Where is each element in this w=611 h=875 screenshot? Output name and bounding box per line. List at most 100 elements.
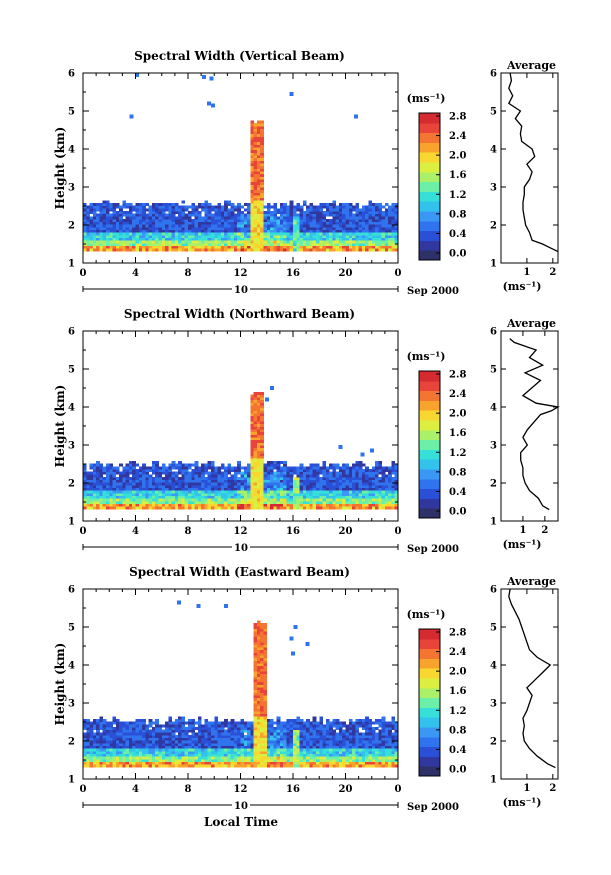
heatmap-cell (138, 479, 143, 483)
heatmap-cell (204, 503, 209, 507)
heatmap-cell (342, 218, 346, 222)
heatmap-cell (194, 210, 199, 214)
heatmap-cell (204, 203, 209, 207)
heatmap-cell (260, 703, 264, 707)
heatmap-cell (184, 503, 189, 507)
heatmap-cell (368, 500, 373, 504)
heatmap-cell (319, 471, 323, 475)
heatmap-cell (253, 184, 258, 188)
heatmap-cell (158, 734, 163, 738)
heatmap-cell (243, 224, 248, 228)
heatmap-cell (391, 506, 396, 510)
heatmap-cell (355, 463, 359, 467)
heatmap-cell (348, 492, 353, 496)
heatmap-cell (253, 203, 258, 207)
heatmap-cell (96, 756, 100, 760)
heatmap-cell (227, 503, 232, 507)
heatmap-cell (233, 734, 238, 738)
heatmap-cell (224, 732, 228, 736)
heatmap-cell (115, 240, 120, 244)
heatmap-cell (325, 503, 330, 507)
heatmap-cell (165, 506, 169, 510)
heatmap-cell (188, 498, 192, 502)
heatmap-cell (266, 232, 271, 236)
heatmap-cell (233, 487, 238, 491)
heatmap-cell (142, 750, 146, 754)
heatmap-cell (83, 740, 87, 744)
heatmap-cell (388, 208, 392, 212)
heatmap-cell (270, 234, 274, 238)
heatmap-cell (217, 748, 222, 752)
sparse-echo (354, 114, 358, 119)
heatmap-cell (217, 498, 222, 502)
heatmap-cell (306, 205, 310, 209)
heatmap-cell (299, 492, 304, 496)
heatmap-cell (165, 203, 169, 207)
heatmap-cell (86, 724, 90, 728)
heatmap-cell (237, 221, 241, 225)
heatmap-cell (299, 498, 304, 502)
heatmap-cell (296, 484, 300, 488)
heatmap-cell (368, 495, 373, 499)
heatmap-cell (151, 506, 156, 510)
heatmap-cell (188, 495, 192, 499)
sparse-echo (210, 103, 215, 108)
heatmap-cell (220, 756, 225, 760)
heatmap-cell (188, 721, 192, 725)
heatmap-cell (256, 668, 261, 672)
heatmap-cell (171, 226, 176, 230)
heatmap-cell (230, 761, 235, 765)
heatmap-cell (286, 221, 291, 225)
heatmap-cell (260, 705, 264, 709)
heatmap-cell (201, 232, 205, 236)
heatmap-cell (230, 729, 235, 733)
heatmap-cell (92, 721, 97, 725)
heatmap-cell (253, 764, 258, 768)
heatmap-cell (138, 245, 143, 249)
heatmap-cell (253, 405, 258, 409)
heatmap-cell (86, 756, 90, 760)
heatmap-cell (106, 221, 110, 225)
heatmap-cell (263, 655, 268, 659)
heatmap-cell (273, 758, 277, 762)
heatmap-cell (358, 218, 363, 222)
heatmap-cell (302, 218, 307, 222)
heatmap-cell (132, 482, 136, 486)
heatmap-cell (96, 745, 100, 749)
heatmap-cell (273, 237, 277, 241)
heatmap-cell (279, 468, 284, 472)
heatmap-cell (381, 471, 386, 475)
heatmap-cell (342, 498, 346, 502)
heatmap-cell (250, 429, 254, 433)
heatmap-cell (270, 216, 274, 220)
heatmap-cell (230, 482, 235, 486)
heatmap-cell (227, 742, 232, 746)
heatmap-cell (92, 737, 97, 741)
heatmap-cell (138, 734, 143, 738)
heatmap-cell (128, 490, 133, 494)
heatmap-cell (263, 479, 268, 483)
heatmap-cell (348, 203, 353, 207)
heatmap-cell (194, 237, 199, 241)
heatmap-cell (197, 729, 202, 733)
heatmap-cell (109, 750, 113, 754)
heatmap-cell (191, 224, 195, 228)
heatmap-cell (211, 479, 215, 483)
profile-y-tick-label: 5 (490, 107, 497, 118)
heatmap-cell (188, 224, 192, 228)
heatmap-cell (227, 758, 232, 762)
heatmap-cell (329, 248, 333, 252)
heatmap-cell (145, 203, 149, 207)
heatmap-cell (361, 234, 366, 238)
heatmap-cell (384, 208, 389, 212)
profile-y-tick-label: 1 (490, 517, 497, 528)
heatmap-cell (345, 208, 350, 212)
heatmap-cell (266, 748, 271, 752)
heatmap-cell (92, 471, 97, 475)
heatmap-cell (135, 740, 140, 744)
heatmap-cell (273, 208, 277, 212)
heatmap-cell (207, 500, 212, 504)
heatmap-cell (174, 503, 179, 507)
heatmap-cell (106, 213, 110, 217)
heatmap-cell (381, 476, 386, 480)
